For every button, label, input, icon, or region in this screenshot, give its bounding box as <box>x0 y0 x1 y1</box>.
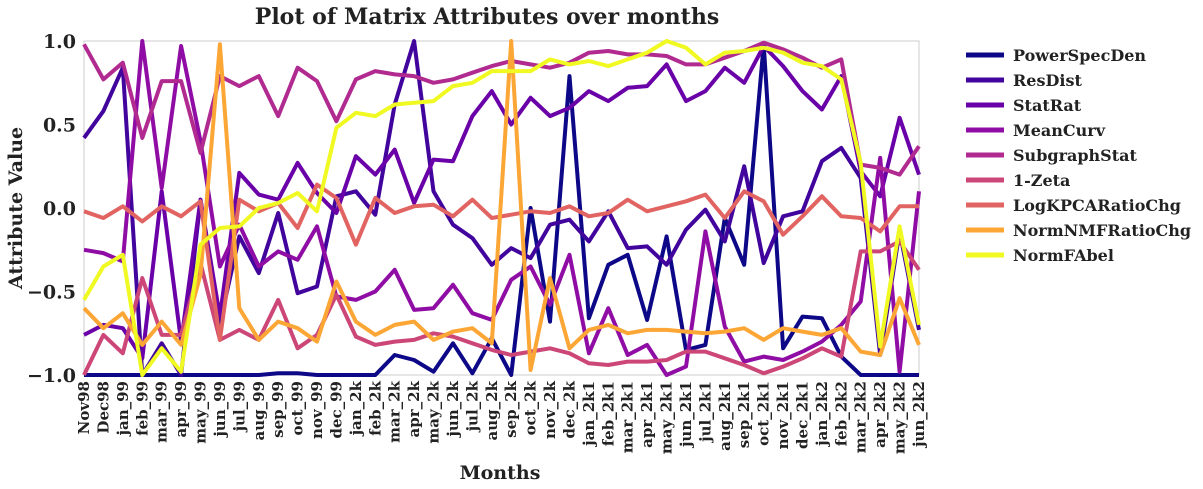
x-tick-label: feb_99 <box>133 381 151 436</box>
x-tick-label: jul_2k1 <box>696 381 714 444</box>
x-tick-label: may_99 <box>192 381 210 444</box>
x-tick-label: apr_2k <box>405 380 423 437</box>
y-tick-label: 1.0 <box>43 31 76 53</box>
x-tick-label: may_2k <box>425 380 443 443</box>
x-tick-label: jun_99 <box>211 381 229 439</box>
x-tick-label: sep_2k1 <box>735 381 753 448</box>
series-line-meancurv <box>83 39 921 377</box>
x-tick-label: mar_99 <box>153 381 171 443</box>
y-tick-label: 0.5 <box>43 115 76 137</box>
legend: PowerSpecDen ResDist StatRat MeanCurv Subgra… <box>966 46 1191 265</box>
legend-label: LogKPCARatioChg <box>1013 196 1181 215</box>
x-tick-label: dec_99 <box>327 381 345 439</box>
y-tick-labels: 1.0 0.5 0.0 −0.5 −1.0 <box>27 31 76 387</box>
x-tick-label: feb_2k <box>366 380 384 435</box>
x-tick-label: nov_99 <box>308 381 326 439</box>
x-tick-label: aug_99 <box>250 381 268 441</box>
y-tick-label: −0.5 <box>27 282 76 304</box>
x-tick-label: Nov98 <box>75 381 93 434</box>
x-tick-label: mar_2k2 <box>852 381 870 453</box>
x-tick-label: dec_2k <box>561 380 579 438</box>
y-axis-label: Attribute Value <box>5 127 27 290</box>
x-tick-label: feb_2k1 <box>599 381 617 446</box>
legend-label: PowerSpecDen <box>1013 46 1146 65</box>
x-tick-label: jul_99 <box>230 381 248 433</box>
x-axis-label: Months <box>460 462 541 484</box>
y-tick-label: −1.0 <box>27 365 76 387</box>
x-tick-label: jan_2k1 <box>580 381 598 448</box>
series-line-statrat <box>83 44 921 361</box>
x-tick-label: jun_2k2 <box>910 381 928 449</box>
legend-label: 1-Zeta <box>1013 171 1070 190</box>
x-tick-label: jan_2k2 <box>813 381 831 448</box>
x-tick-label: aug_2k <box>483 380 501 440</box>
chart-title: Plot of Matrix Attributes over months <box>255 4 719 30</box>
legend-label: MeanCurv <box>1013 121 1106 140</box>
series-layer <box>82 39 921 377</box>
legend-label: StatRat <box>1013 96 1082 115</box>
x-tick-label: may_2k1 <box>658 381 676 454</box>
legend-label: NormFAbel <box>1013 246 1114 265</box>
x-tick-label: feb_2k2 <box>832 381 850 446</box>
x-tick-label: oct_99 <box>289 381 307 435</box>
series-line-1-zeta <box>82 239 921 376</box>
x-tick-label: sep_2k <box>502 380 520 437</box>
x-tick-label: nov_2k <box>541 380 559 439</box>
x-tick-label: jun_2k <box>444 380 462 438</box>
x-tick-label: jan_99 <box>114 381 132 437</box>
x-tick-labels: Nov98 Dec98 jan_99 feb_99 mar_99 apr_99 may_99… <box>75 380 928 454</box>
x-tick-label: nov_2k1 <box>774 381 792 449</box>
x-tick-label: jun_2k1 <box>677 381 695 449</box>
x-tick-label: oct_2k <box>522 380 540 435</box>
legend-label: ResDist <box>1013 71 1082 90</box>
x-tick-label: oct_2k1 <box>755 381 773 446</box>
x-tick-label: dec_2k1 <box>794 381 812 449</box>
x-tick-label: jan_2k <box>347 380 365 437</box>
legend-label: SubgraphStat <box>1013 146 1137 165</box>
series-line-powerspecden <box>84 42 919 377</box>
x-tick-label: jul_2k <box>463 380 481 433</box>
legend-label: NormNMFRatioChg <box>1013 221 1191 240</box>
y-tick-label: 0.0 <box>43 198 76 220</box>
x-tick-label: may_2k2 <box>891 381 909 454</box>
x-tick-label: sep_99 <box>269 381 287 438</box>
series-line-normfabel <box>82 39 921 377</box>
x-tick-label: aug_2k1 <box>716 381 734 451</box>
x-tick-label: apr_2k1 <box>638 381 656 448</box>
x-tick-label: mar_2k1 <box>619 381 637 453</box>
x-tick-label: mar_2k <box>386 380 404 442</box>
series-line-normnmfratiochg <box>82 39 921 372</box>
x-tick-label: apr_2k2 <box>871 381 889 448</box>
x-tick-label: Dec98 <box>94 381 112 434</box>
x-tick-label: apr_99 <box>172 381 190 437</box>
